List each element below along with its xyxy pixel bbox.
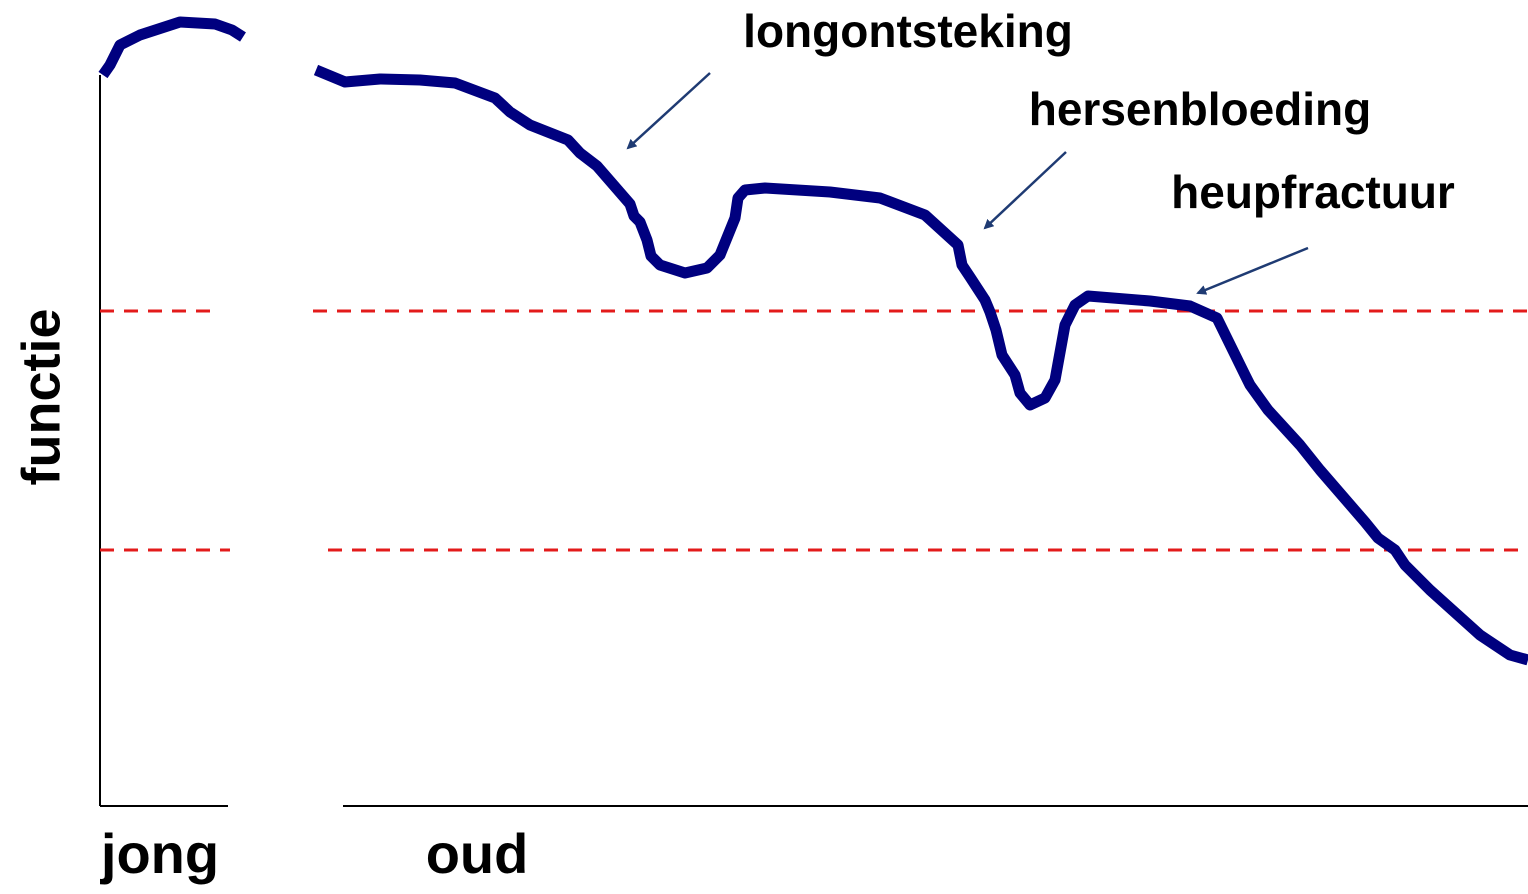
annotation: heupfractuur <box>1171 166 1455 218</box>
y-axis-label: functie <box>11 308 71 485</box>
curve-young <box>98 16 246 79</box>
curve-old <box>313 64 1528 666</box>
annotation: hersenbloeding <box>1029 83 1371 135</box>
x-label-start: jong <box>100 822 219 885</box>
arrows <box>626 72 1309 295</box>
annotation: longontsteking <box>743 5 1073 57</box>
x-label-end: oud <box>426 822 529 885</box>
axes <box>99 75 1528 807</box>
function-curve <box>98 16 1528 666</box>
arrow <box>1196 246 1309 295</box>
arrow <box>983 151 1067 230</box>
arrow <box>626 72 711 150</box>
thresholds <box>100 309 1528 552</box>
